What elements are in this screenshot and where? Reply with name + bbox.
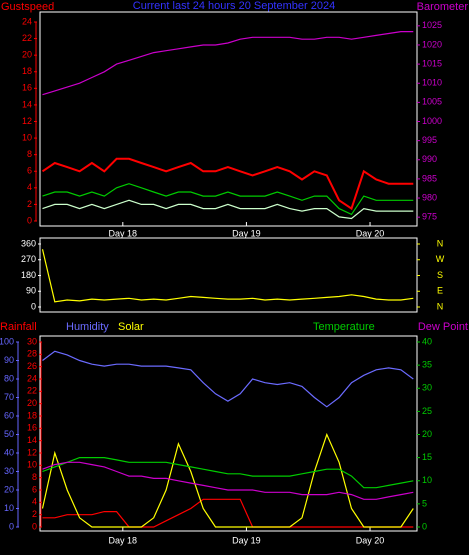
x-tick-label: Day 20 [356,535,385,545]
y-tick-label: 360 [21,238,36,248]
x-tick-label: Day 20 [356,228,385,238]
series-line [42,461,414,500]
y-tick-label: 12 [22,116,32,126]
y-tick-label: 30 [422,383,432,393]
legend-label: Dew Point [418,321,468,333]
y-tick-label: W [436,254,445,264]
y-tick-label: 270 [21,254,36,264]
y-tick-label: 0 [9,521,14,531]
y-tick-label: 10 [422,475,432,485]
y-tick-label: 8 [32,472,37,482]
y-tick-label: 14 [22,99,32,109]
y-tick-label: N [437,238,444,248]
legend-label: Temperature [313,321,375,333]
y-tick-label: 6 [32,484,37,494]
y-tick-label: 1015 [422,58,442,68]
series-line [42,498,414,528]
y-tick-label: 4 [27,182,32,192]
y-tick-label: 2 [32,509,37,519]
y-tick-label: 1025 [422,20,442,30]
y-tick-label: 16 [22,83,32,93]
y-tick-label: 24 [27,373,37,383]
y-tick-label: 1020 [422,39,442,49]
y-tick-label: 70 [4,392,14,402]
legend-label: Humidity [66,321,109,333]
legend-label: Solar [118,321,144,333]
legend-label: Barometer [417,1,469,13]
series-line [41,249,414,303]
plot-frame [39,335,418,532]
y-tick-label: 0 [32,521,37,531]
y-tick-label: 14 [27,435,37,445]
y-tick-label: 990 [422,154,437,164]
y-tick-label: 1000 [422,116,442,126]
legend-label: Gustspeed [1,1,54,13]
y-tick-label: 975 [422,212,437,222]
y-tick-label: 15 [422,452,432,462]
y-tick-label: 18 [27,410,37,420]
series-line [42,457,414,489]
y-tick-label: 985 [422,173,437,183]
y-tick-label: 20 [422,429,432,439]
y-tick-label: 50 [4,429,14,439]
y-tick-label: S [437,270,443,280]
y-tick-label: 90 [4,355,14,365]
y-tick-label: 8 [27,149,32,159]
x-tick-label: Day 18 [109,228,138,238]
y-tick-label: 20 [27,398,37,408]
legend-label: Rainfall [0,321,37,333]
y-tick-label: 12 [27,447,37,457]
y-tick-label: 100 [0,336,14,346]
series-line [42,31,414,96]
x-tick-label: Day 19 [232,535,261,545]
y-tick-label: 28 [27,349,37,359]
y-tick-label: 1010 [422,78,442,88]
series-line [42,350,414,408]
x-tick-label: Day 18 [109,535,138,545]
y-tick-label: 90 [26,286,36,296]
y-tick-label: 20 [22,50,32,60]
y-tick-label: 995 [422,135,437,145]
y-tick-label: N [437,301,444,311]
y-tick-label: 35 [422,360,432,370]
y-tick-label: 24 [22,16,32,26]
y-tick-label: 22 [27,386,37,396]
y-tick-label: E [437,286,443,296]
y-tick-label: 0 [27,215,32,225]
y-tick-label: 18 [22,66,32,76]
y-tick-label: 60 [4,410,14,420]
series-line [41,157,414,211]
y-tick-label: 980 [422,192,437,202]
y-tick-label: 0 [31,301,36,311]
y-tick-label: 6 [27,166,32,176]
y-tick-label: 40 [4,447,14,457]
chart-title: Current last 24 hours 20 September 2024 [133,0,335,12]
y-tick-label: 22 [22,33,32,43]
y-tick-label: 10 [4,503,14,513]
y-tick-label: 20 [4,484,14,494]
y-tick-label: 10 [27,460,37,470]
y-tick-label: 0 [422,521,427,531]
series-line [42,183,414,216]
y-tick-label: 2 [27,199,32,209]
y-tick-label: 80 [4,373,14,383]
x-tick-label: Day 19 [232,228,261,238]
series-line [42,199,414,220]
y-tick-label: 30 [27,336,37,346]
y-tick-label: 25 [422,406,432,416]
y-tick-label: 16 [27,423,37,433]
y-tick-label: 26 [27,361,37,371]
series-line [41,432,414,528]
y-tick-label: 1005 [422,97,442,107]
y-tick-label: 40 [422,336,432,346]
y-tick-label: 4 [32,497,37,507]
y-tick-label: 30 [4,466,14,476]
y-tick-label: 5 [422,498,427,508]
y-tick-label: 10 [22,132,32,142]
y-tick-label: 180 [21,270,36,280]
plot-frame [39,11,418,227]
